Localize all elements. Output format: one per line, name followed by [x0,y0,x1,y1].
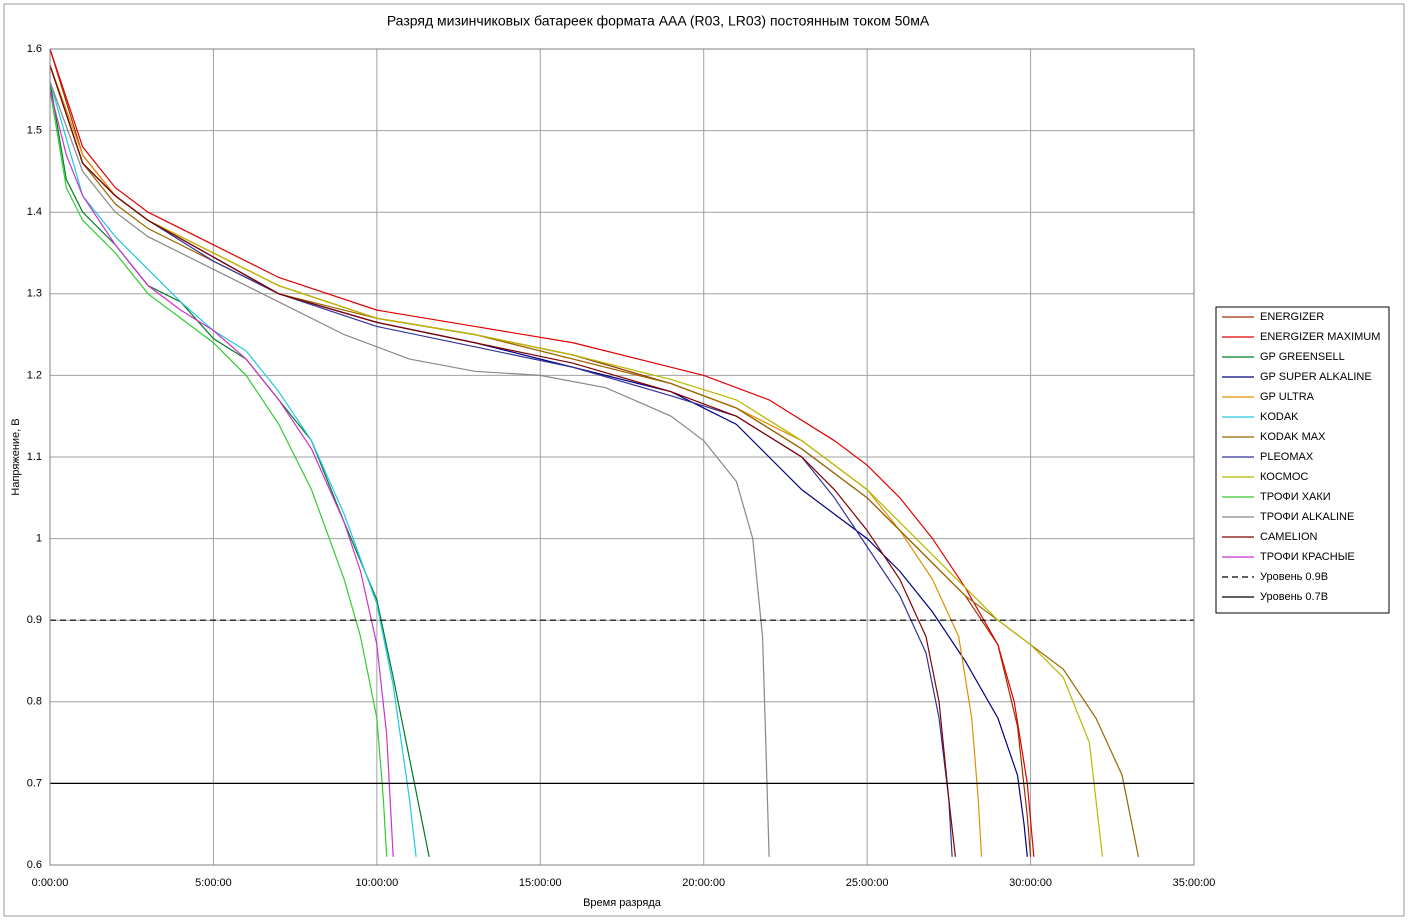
legend-label: ENERGIZER MAXIMUM [1260,331,1380,343]
legend-label: PLEOMAX [1260,451,1314,463]
legend-label: ТРОФИ ХАКИ [1260,491,1331,503]
y-tick-label: 1.5 [27,125,42,137]
x-tick-label: 5:00:00 [195,877,232,889]
x-tick-label: 30:00:00 [1009,877,1052,889]
y-tick-label: 1 [36,533,42,545]
legend-label: ТРОФИ ALKALINE [1260,511,1354,523]
y-tick-label: 1.3 [27,288,42,300]
plot-border [49,48,1195,866]
y-axis-label: Напряжение, В [10,418,22,495]
series-line [49,48,1035,857]
legend-label: КОСМОС [1260,471,1308,483]
series-line [49,81,417,857]
y-tick-label: 0.8 [27,696,42,708]
chart-title: Разряд мизинчиковых батареек формата AAA… [387,13,930,29]
x-axis-label: Время разряда [583,897,662,909]
legend-label: Уровень 0.7В [1260,591,1328,603]
series-line [49,89,388,857]
y-tick-label: 0.6 [27,859,42,871]
series-line [49,65,956,857]
y-tick-label: 0.9 [27,614,42,626]
legend-label: CAMELION [1260,531,1318,543]
legend-label: ENERGIZER [1260,311,1324,323]
y-tick-label: 1.1 [27,451,42,463]
legend-label: ТРОФИ КРАСНЫЕ [1260,551,1355,563]
series-line [49,81,770,857]
y-tick-label: 1.2 [27,369,42,381]
y-tick-label: 1.6 [27,43,42,55]
x-tick-label: 35:00:00 [1173,877,1216,889]
series-line [49,65,1104,857]
legend-label: GP SUPER ALKALINE [1260,371,1372,383]
legend-label: Уровень 0.9В [1260,571,1328,583]
y-tick-label: 1.4 [27,206,42,218]
legend-label: KODAK [1260,411,1299,423]
x-tick-label: 0:00:00 [32,877,69,889]
series-line [49,65,1140,857]
x-tick-label: 15:00:00 [519,877,562,889]
x-tick-label: 20:00:00 [682,877,725,889]
x-tick-label: 25:00:00 [846,877,889,889]
legend [1215,306,1390,614]
y-tick-label: 0.7 [27,777,42,789]
legend-label: KODAK MAX [1260,431,1326,443]
legend-label: GP ULTRA [1260,391,1315,403]
legend-label: GP GREENSELL [1260,351,1345,363]
x-tick-label: 10:00:00 [355,877,398,889]
